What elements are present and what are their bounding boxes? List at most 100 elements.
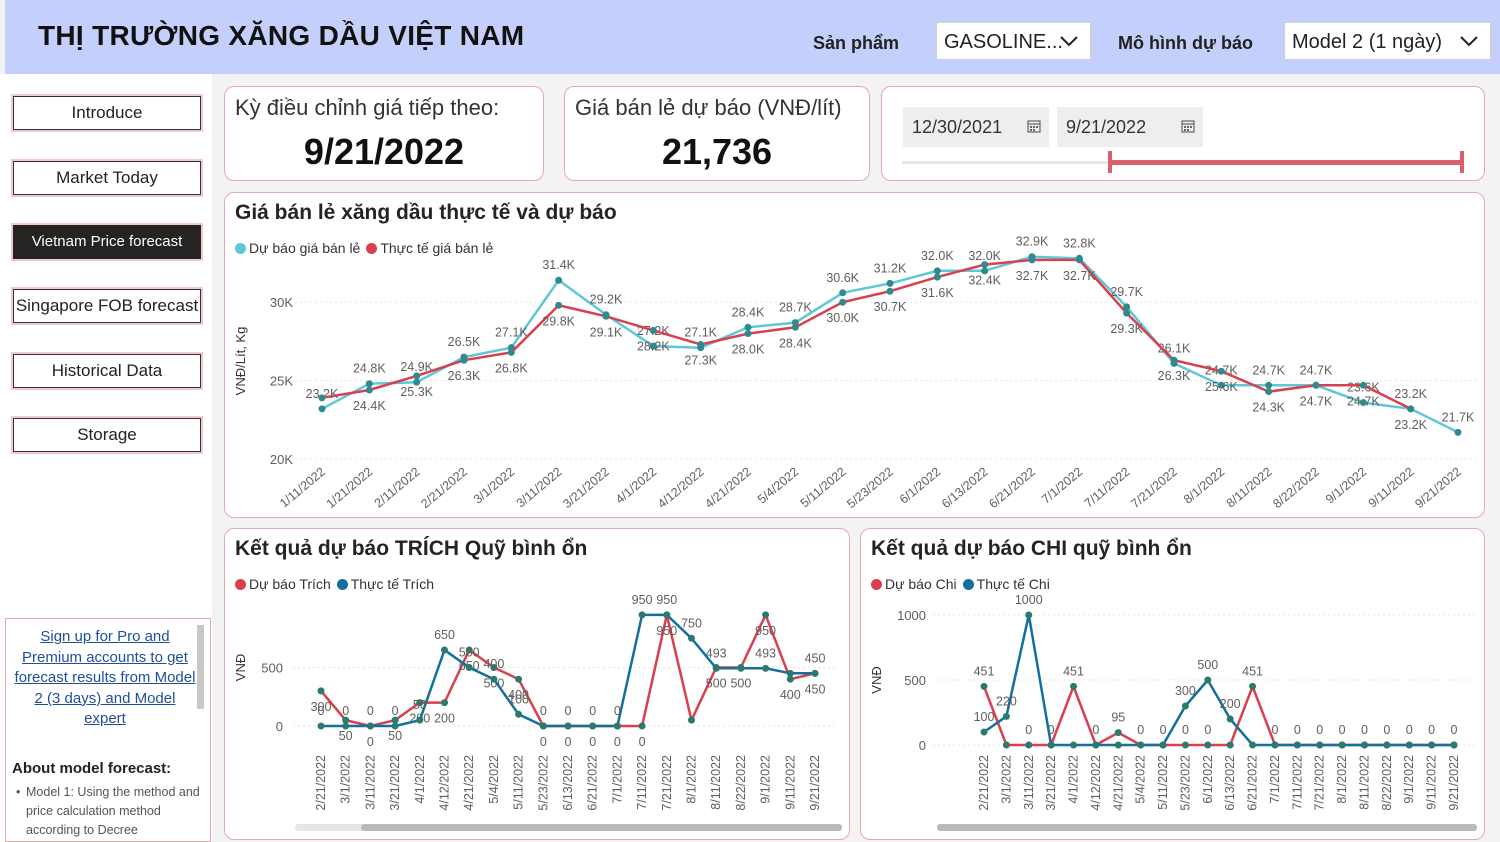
data-label: 27.3K <box>684 354 717 368</box>
legend-item[interactable]: Thực tế giá bán lẻ <box>366 240 493 256</box>
data-label: 30.0K <box>826 311 859 325</box>
data-label: 28.0K <box>732 343 765 357</box>
data-label: 100 <box>508 692 529 706</box>
data-point <box>649 342 657 350</box>
nav-market-today[interactable]: Market Today <box>13 161 201 195</box>
x-tick-label: 9/11/2022 <box>1366 465 1417 511</box>
data-label: 0 <box>1048 723 1055 737</box>
data-label: 26.3K <box>1158 369 1191 383</box>
legend-item[interactable]: Thực tế Trích <box>336 576 435 592</box>
scrollbar-thumb[interactable] <box>361 824 842 831</box>
data-point <box>515 675 523 683</box>
data-label: 0 <box>1339 723 1346 737</box>
data-point <box>1075 256 1083 264</box>
data-label: 24.4K <box>353 399 386 413</box>
legend-dot <box>235 242 246 254</box>
data-label: 27.1K <box>684 326 717 340</box>
date-slider-start-handle[interactable] <box>1108 151 1112 173</box>
data-label: 451 <box>1242 664 1263 678</box>
x-tick-label: 5/23/2022 <box>1178 755 1192 811</box>
legend-item[interactable]: Thực tế Chi <box>962 576 1050 592</box>
data-point <box>981 267 989 275</box>
data-point <box>697 341 705 349</box>
data-point <box>638 722 646 730</box>
product-dropdown-value: GASOLINE... <box>944 31 1063 53</box>
end-date-input[interactable]: 9/21/2022 <box>1057 107 1203 147</box>
data-point <box>1170 356 1178 364</box>
data-label: 29.3K <box>1110 322 1143 336</box>
model-dropdown[interactable]: Model 2 (1 ngày) <box>1284 22 1491 60</box>
nav-vietnam-price-forecast[interactable]: Vietnam Price forecast <box>13 225 201 259</box>
data-label: 300 <box>311 700 332 714</box>
x-tick-label: 4/21/2022 <box>702 465 754 512</box>
data-label: 1000 <box>1015 593 1043 607</box>
nav-historical-data[interactable]: Historical Data <box>13 354 201 388</box>
x-tick-label: 8/11/2022 <box>709 755 723 810</box>
data-label: 400 <box>780 688 801 702</box>
data-label: 31.4K <box>542 258 575 272</box>
nav-storage[interactable]: Storage <box>13 418 201 452</box>
data-label: 21.7K <box>1442 410 1475 424</box>
x-tick-label: 9/1/2022 <box>1402 755 1416 804</box>
data-label: 32.8K <box>1063 236 1096 250</box>
scrollbar-thumb[interactable] <box>937 824 1477 831</box>
data-point <box>1405 741 1413 749</box>
x-tick-label: 7/1/2022 <box>1268 755 1282 804</box>
x-tick-label: 9/21/2022 <box>1447 755 1461 811</box>
data-label: 0 <box>1204 723 1211 737</box>
data-label: 28.7K <box>779 301 812 315</box>
data-label: 0 <box>1160 723 1167 737</box>
chart-title: Kết quả dự báo CHI quỹ bình ổn <box>871 537 1192 560</box>
data-label: 400 <box>483 657 504 671</box>
x-tick-label: 7/1/2022 <box>1039 465 1085 507</box>
x-tick-label: 8/1/2022 <box>685 755 699 804</box>
signup-link[interactable]: Sign up for Pro and Premium accounts to … <box>14 628 196 728</box>
data-label: 0 <box>1316 723 1323 737</box>
data-label: 0 <box>1137 723 1144 737</box>
promo-scrollbar[interactable] <box>197 625 204 709</box>
page-title: THỊ TRƯỜNG XĂNG DẦU VIỆT NAM <box>38 20 525 51</box>
x-tick-label: 8/1/2022 <box>1335 755 1349 804</box>
x-tick-label: 8/11/2022 <box>1357 755 1371 810</box>
data-label: 28.4K <box>779 336 812 350</box>
data-point <box>933 267 941 275</box>
nav-introduce[interactable]: Introduce <box>13 96 201 130</box>
retail-forecast-label: Giá bán lẻ dự báo (VNĐ/lít) <box>575 95 842 120</box>
legend-label: Thực tế Trích <box>350 576 435 592</box>
legend-label: Dự báo giá bán lẻ <box>249 240 361 256</box>
data-label: 28.4K <box>732 305 765 319</box>
data-point <box>638 611 646 619</box>
data-point <box>1271 741 1279 749</box>
calendar-icon[interactable] <box>1027 119 1041 133</box>
data-point <box>1123 303 1131 311</box>
y-axis-label: VNĐ/Lít, Kg <box>233 327 248 396</box>
product-dropdown[interactable]: GASOLINE... <box>936 22 1091 60</box>
data-label: 25.3K <box>400 385 433 399</box>
data-point <box>539 722 547 730</box>
start-date-input[interactable]: 12/30/2021 <box>903 107 1049 147</box>
calendar-icon[interactable] <box>1181 119 1195 133</box>
legend-label: Dự báo Trích <box>249 576 331 592</box>
data-point <box>342 722 350 730</box>
data-label: 0 <box>1428 723 1435 737</box>
x-tick-label: 4/21/2022 <box>462 755 476 811</box>
data-point <box>441 646 448 654</box>
data-label: 24.3K <box>1252 401 1285 415</box>
data-label: 23.2K <box>1394 418 1427 432</box>
data-point <box>1002 712 1010 720</box>
data-point <box>791 323 799 331</box>
trich-chart-scrollbar[interactable] <box>295 824 842 831</box>
data-point <box>688 634 695 642</box>
chi-chart-scrollbar[interactable] <box>937 824 1477 831</box>
data-point <box>688 716 695 724</box>
y-tick-label: 0 <box>919 738 926 753</box>
data-point <box>1359 381 1367 389</box>
legend-item[interactable]: Dự báo giá bán lẻ <box>235 240 360 256</box>
legend-item[interactable]: Dự báo Trích <box>235 576 331 592</box>
legend-item[interactable]: Dự báo Chi <box>871 576 957 592</box>
nav-singapore-fob-forecast[interactable]: Singapore FOB forecast <box>13 289 201 323</box>
data-point <box>1265 388 1273 396</box>
data-point <box>613 722 621 730</box>
date-slider-end-handle[interactable] <box>1460 151 1464 173</box>
data-point <box>465 664 473 671</box>
